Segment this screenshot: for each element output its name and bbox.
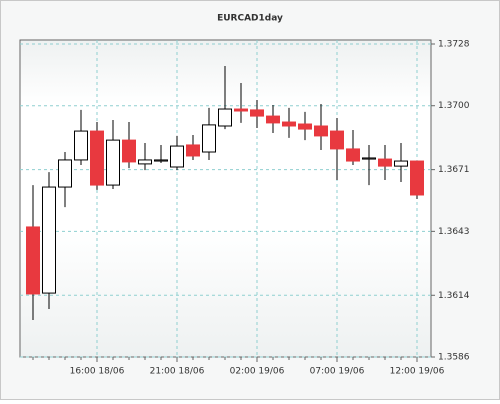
candle-body [42,186,56,294]
candle-body [186,144,200,157]
candle-body [282,121,296,127]
candle-body [138,159,152,165]
x-tick-label: 12:00 19/06 [390,367,445,377]
candle-body [298,123,312,130]
y-tick-label: 1.3643 [438,227,470,237]
candle-body [314,125,328,137]
candle-body [202,124,216,153]
x-tick-label: 16:00 18/06 [70,367,125,377]
candle-body [378,158,392,167]
candle-body [234,108,248,112]
y-tick-label: 1.3728 [438,40,470,50]
candle-body [346,148,360,162]
candle-body [106,139,120,186]
candle-body [74,130,88,161]
x-tick-label: 07:00 19/06 [310,367,365,377]
candle-body [58,159,72,188]
candle-body [90,130,104,186]
x-tick-label: 02:00 19/06 [230,367,285,377]
candle-body [362,157,376,160]
candle-body [250,109,264,117]
y-tick-label: 1.3586 [438,353,470,363]
candle-body [218,108,232,127]
y-tick-label: 1.3614 [438,291,470,301]
candle-body [154,159,168,162]
candle-body [394,160,408,167]
x-tick-label: 21:00 18/06 [150,367,205,377]
candle-body [170,145,184,168]
candle-body [330,130,344,150]
candle-body [266,115,280,124]
y-tick-label: 1.3671 [438,165,470,175]
y-tick-label: 1.3700 [438,101,470,111]
candle-body [26,226,40,295]
chart-title: EURCAD1day [217,14,283,24]
candle-body [410,160,424,196]
candle-body [122,139,136,163]
